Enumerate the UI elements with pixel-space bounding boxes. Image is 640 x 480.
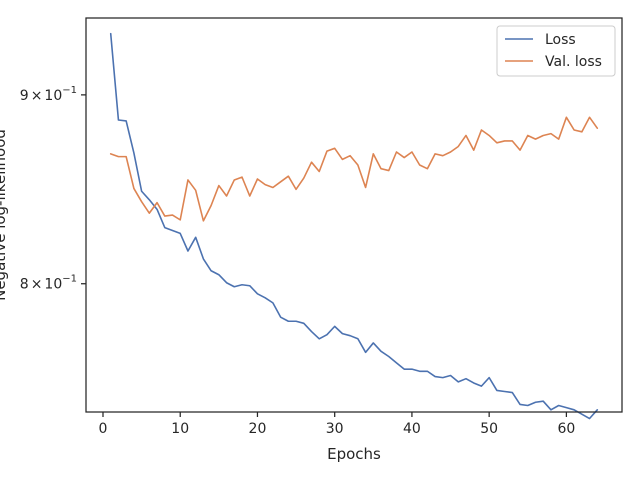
legend-label-loss: Loss bbox=[545, 32, 576, 48]
x-tick-label: 30 bbox=[326, 421, 344, 437]
plot-lines bbox=[109, 32, 599, 420]
y-axis: 8 × 10−19 × 10−1 bbox=[20, 85, 86, 293]
x-axis: 0 10 20 30 40 50 60 bbox=[99, 412, 575, 437]
x-tick-label: 40 bbox=[403, 421, 421, 437]
y-tick-label: 9 × 10−1 bbox=[20, 85, 77, 104]
y-tick-times: × bbox=[31, 88, 43, 104]
y-axis-label: Negative log-likelihood bbox=[0, 129, 9, 301]
x-tick-label: 10 bbox=[171, 421, 189, 437]
y-tick-exponent: −1 bbox=[62, 274, 77, 285]
legend-label-val-loss: Val. loss bbox=[545, 54, 602, 70]
legend: Loss Val. loss bbox=[496, 25, 616, 77]
plot-background bbox=[86, 18, 622, 412]
y-tick-label: 8 × 10−1 bbox=[20, 274, 77, 293]
x-tick-label: 60 bbox=[557, 421, 575, 437]
x-tick-label: 0 bbox=[99, 421, 108, 437]
y-tick-mantissa: 9 bbox=[20, 88, 29, 104]
y-tick-exp-base: 10 bbox=[44, 277, 62, 293]
series-line-val-loss bbox=[109, 116, 599, 222]
y-tick-exponent: −1 bbox=[62, 85, 77, 96]
y-tick-mantissa: 8 bbox=[20, 277, 29, 293]
x-tick-label: 50 bbox=[480, 421, 498, 437]
x-tick-label: 20 bbox=[249, 421, 267, 437]
y-tick-times: × bbox=[31, 277, 43, 293]
y-tick-exp-base: 10 bbox=[44, 88, 62, 104]
x-axis-label: Epochs bbox=[327, 445, 381, 463]
series-line-loss bbox=[109, 32, 599, 420]
plot-frame bbox=[85, 17, 623, 413]
